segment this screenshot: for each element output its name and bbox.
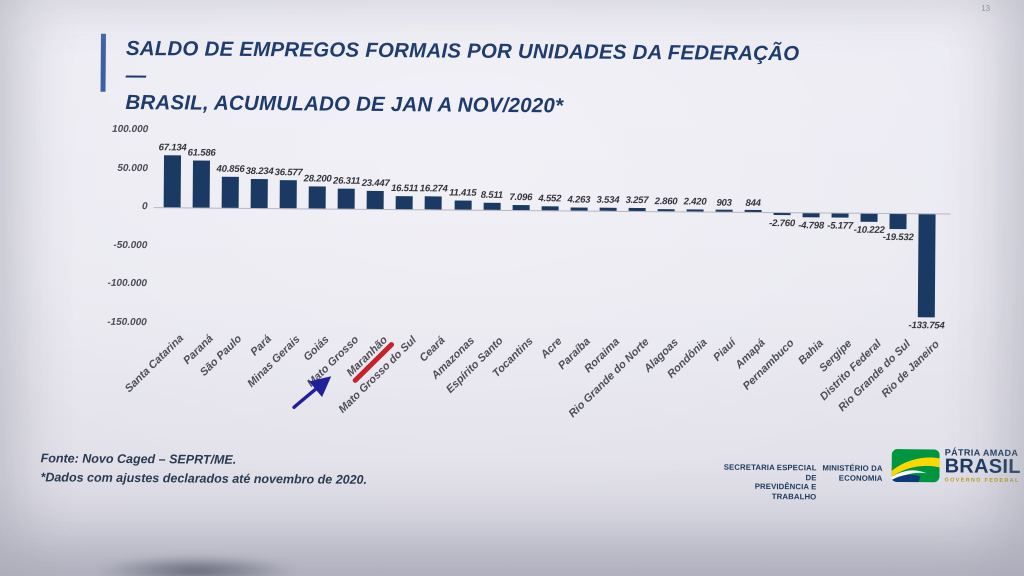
bar <box>686 209 704 212</box>
bar-value-label: -133.754 <box>908 320 945 332</box>
bar-chart: 100.000 50.000 0 -50.000 -100.000 -150.000 67… <box>107 122 959 428</box>
y-axis-tick-label: -50.000 <box>113 239 148 251</box>
annotation-arrow-icon <box>292 376 332 409</box>
photo-shadow-blob <box>96 556 296 576</box>
org-ministerio-line2: ECONOMIA <box>838 473 883 483</box>
bar <box>831 213 849 218</box>
bar-value-label: 844 <box>745 198 761 210</box>
y-axis-tick-label: -150.000 <box>107 316 147 328</box>
bar <box>221 176 239 208</box>
bar <box>744 209 762 212</box>
bar <box>337 188 356 209</box>
value-labels-group: 67.134 61.586 40.856 38.234 36.577 28.200 26.3… <box>154 122 959 332</box>
org-secretaria-line1: SECRETARIA ESPECIAL DE <box>723 462 817 482</box>
bar <box>163 155 182 208</box>
bar <box>802 213 820 218</box>
source-line: Fonte: Novo Caged – SEPRT/ME. <box>40 451 237 467</box>
bar <box>454 200 472 210</box>
source-note: Fonte: Novo Caged – SEPRT/ME. *Dados com… <box>40 449 367 490</box>
y-axis: 100.000 50.000 0 -50.000 -100.000 -150.000 <box>107 122 959 328</box>
bar <box>512 204 530 211</box>
bar <box>657 208 675 212</box>
bar <box>570 207 588 211</box>
bars-group <box>154 122 959 318</box>
org-ministerio-line1: MINISTÉRIO DA <box>822 463 883 473</box>
y-axis-tick-label: 100.000 <box>112 123 149 136</box>
bar <box>628 208 646 212</box>
title-accent-bar <box>100 33 106 92</box>
govt-brand: PÁTRIA AMADA BRASIL GOVERNO FEDERAL <box>944 447 1021 484</box>
bar <box>773 213 791 216</box>
bar-value-label: 61.586 <box>187 147 216 159</box>
bar <box>918 214 936 318</box>
bar <box>599 207 617 211</box>
brand-governo-federal: GOVERNO FEDERAL <box>944 477 1020 484</box>
bar <box>250 178 268 209</box>
bar <box>715 209 733 212</box>
bar-value-label: -19.532 <box>882 231 914 244</box>
bar <box>425 196 443 210</box>
bar <box>396 196 414 210</box>
x-axis-labels-group: Santa Catarina Paraná São Paulo Pará Minas G… <box>123 332 942 421</box>
org-secretaria-line2: PREVIDÊNCIA E TRABALHO <box>754 481 817 501</box>
brazil-flag-logo <box>891 449 940 483</box>
y-axis-tick-label: 50.000 <box>117 162 148 174</box>
page-title: SALDO DE EMPREGOS FORMAIS POR UNIDADES D… <box>125 35 806 121</box>
brand-brasil: BRASIL <box>944 455 1021 479</box>
footnote-line: *Dados com ajustes declarados até novemb… <box>40 470 368 487</box>
page-title-line2: BRASIL, ACUMULADO DE JAN A NOV/2020* <box>125 90 564 118</box>
org-secretaria-label: SECRETARIA ESPECIAL DE PREVIDÊNCIA E TRA… <box>716 462 817 502</box>
bar <box>308 186 327 209</box>
org-ministerio-label: MINISTÉRIO DA ECONOMIA <box>820 463 882 482</box>
y-axis-tick-label: -100.000 <box>107 277 148 290</box>
bar <box>541 206 559 211</box>
page-title-line1: SALDO DE EMPREGOS FORMAIS POR UNIDADES D… <box>125 36 800 88</box>
y-axis-tick-label: 0 <box>142 201 148 213</box>
page-number: 13 <box>981 3 991 13</box>
bar <box>483 203 501 210</box>
